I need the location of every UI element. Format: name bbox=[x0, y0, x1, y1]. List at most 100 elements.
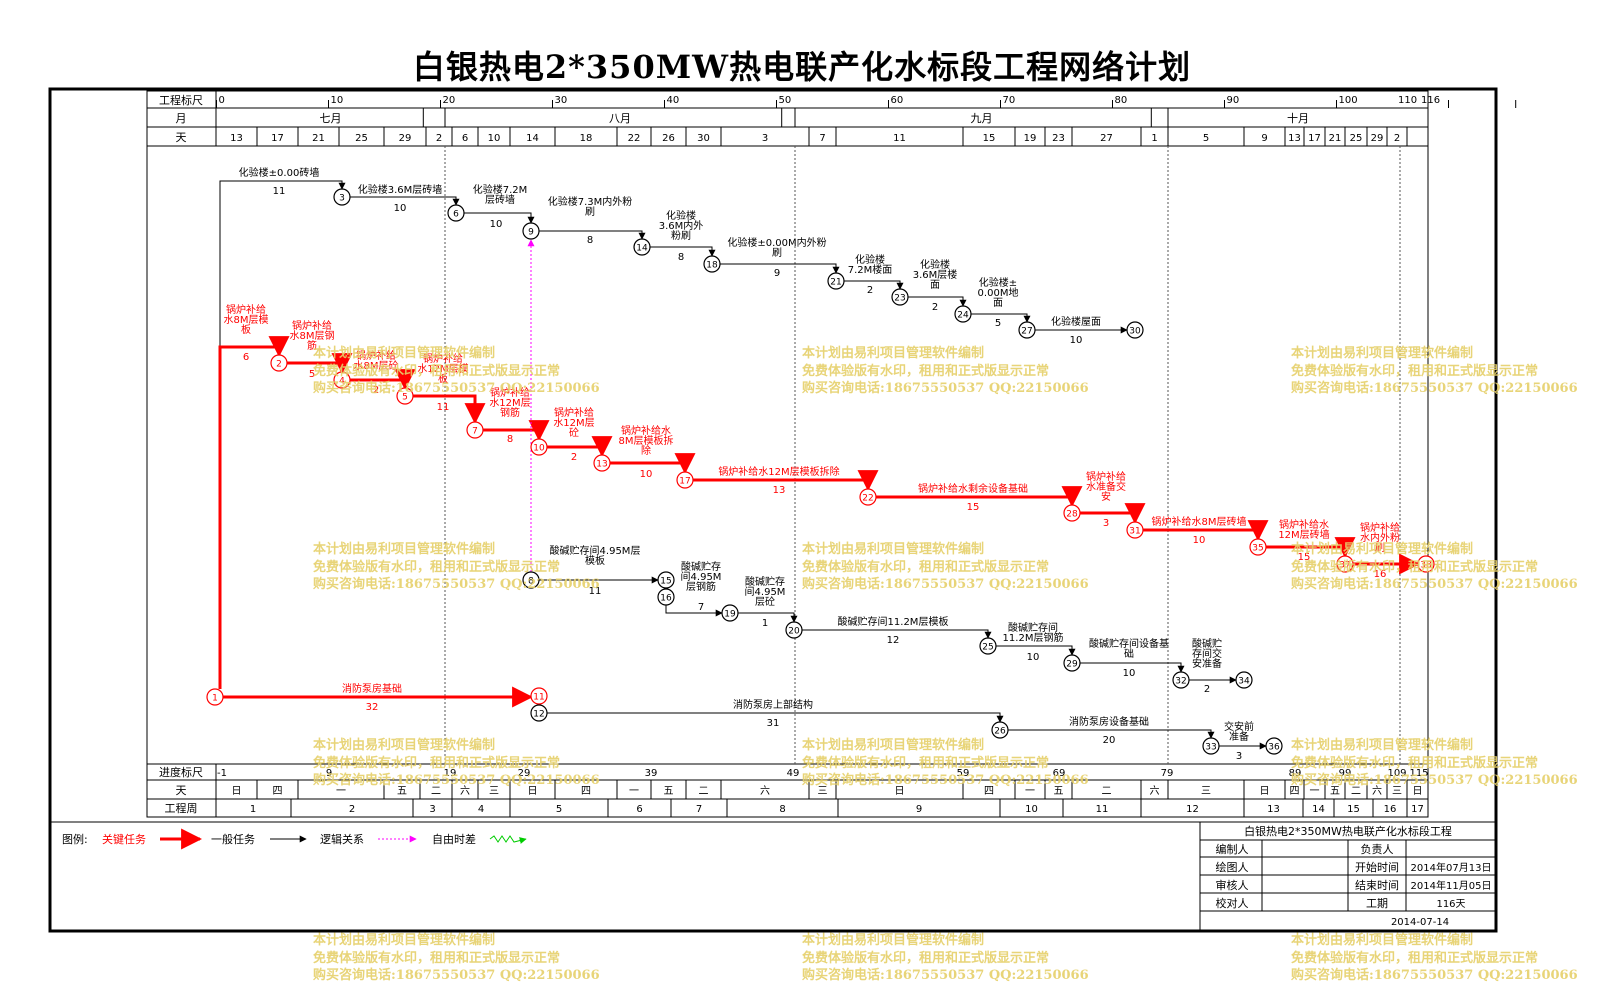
task-arrow bbox=[218, 336, 290, 689]
task-label: 水8M层模 bbox=[224, 314, 269, 326]
network-node: 24 bbox=[954, 305, 972, 323]
network-node: 7 bbox=[466, 421, 484, 439]
task-duration: 11 bbox=[589, 586, 602, 597]
day-number: 22 bbox=[628, 133, 641, 144]
task-label: 酸碱贮 bbox=[1192, 637, 1222, 650]
legend-title: 图例: bbox=[62, 832, 88, 846]
day-number: 18 bbox=[580, 133, 593, 144]
titleblock-drawer-label: 绘图人 bbox=[1216, 860, 1249, 874]
task-label: 间4.95M bbox=[745, 585, 786, 598]
node-number: 30 bbox=[1129, 327, 1141, 337]
task-arrow bbox=[350, 196, 460, 206]
weekday-cell: 一 bbox=[629, 786, 639, 797]
scale-tick: 0 bbox=[219, 95, 225, 106]
task-arrow bbox=[1266, 537, 1356, 559]
node-circle bbox=[447, 204, 465, 222]
weekday-cell: 五 bbox=[397, 786, 407, 797]
week-cell: 10 bbox=[1025, 804, 1038, 815]
network-node: 14 bbox=[633, 238, 651, 256]
titleblock-start-label: 开始时间 bbox=[1355, 860, 1399, 874]
task-label: 面 bbox=[930, 280, 940, 291]
weekday-cell: 三 bbox=[818, 786, 828, 797]
node-number: 22 bbox=[862, 494, 873, 504]
task-label: 化验楼± bbox=[979, 276, 1017, 289]
progress-tick: 19 bbox=[444, 768, 457, 779]
network-node: 25 bbox=[979, 637, 997, 655]
weekday-cell: 六 bbox=[460, 785, 470, 797]
scale-tick: 110 bbox=[1398, 95, 1417, 106]
task-label: 板 bbox=[438, 372, 448, 385]
scale-tick: 116 bbox=[1421, 95, 1440, 106]
task-label: 刷 bbox=[1375, 542, 1385, 554]
task-arrow bbox=[350, 369, 416, 391]
week-cell: 9 bbox=[916, 804, 922, 815]
node-number: 12 bbox=[533, 710, 544, 720]
node-number: 38 bbox=[1420, 561, 1432, 571]
network-node: 5 bbox=[396, 387, 414, 405]
node-number: 31 bbox=[1129, 527, 1140, 537]
weekday-cell: 三 bbox=[489, 786, 499, 797]
task-duration: 31 bbox=[767, 718, 780, 729]
scale-tick: 90 bbox=[1227, 95, 1240, 106]
task-duration: 15 bbox=[967, 502, 980, 513]
task-label: 7.2M楼面 bbox=[848, 263, 893, 276]
day-number: 15 bbox=[983, 133, 996, 144]
day-number: 7 bbox=[819, 133, 825, 144]
weekday-cell: 一 bbox=[336, 786, 346, 797]
titleblock-period-value: 116天 bbox=[1436, 899, 1465, 910]
task-duration: 9 bbox=[774, 268, 780, 279]
network-node: 32 bbox=[1172, 671, 1190, 689]
titleblock-period-label: 工期 bbox=[1366, 897, 1388, 910]
task-label: 化验楼 bbox=[855, 253, 885, 266]
scale-tick: 100 bbox=[1339, 95, 1358, 106]
task-arrow bbox=[413, 394, 486, 425]
node-circle bbox=[979, 637, 997, 655]
progress-tick: 39 bbox=[645, 768, 658, 779]
task-arrow bbox=[650, 246, 716, 257]
node-circle bbox=[991, 721, 1009, 739]
weekday-cell: 三 bbox=[1392, 786, 1402, 797]
progress-tick: 59 bbox=[957, 768, 970, 779]
task-label: 间4.95M bbox=[681, 570, 722, 583]
day-number: 3 bbox=[762, 133, 768, 144]
node-number: 6 bbox=[453, 210, 459, 220]
day-number: 19 bbox=[1024, 133, 1037, 144]
day-number: 2 bbox=[436, 133, 442, 144]
task-label: 化验楼±0.00M内外粉 bbox=[727, 236, 826, 249]
day-number: 27 bbox=[1100, 133, 1113, 144]
titleblock-reviewer-label: 审核人 bbox=[1216, 878, 1249, 892]
legend-float-line bbox=[489, 835, 527, 844]
node-circle bbox=[522, 222, 540, 240]
weekday-cell: 六 bbox=[760, 785, 770, 797]
weekday-cell: 三 bbox=[1201, 786, 1211, 797]
task-duration: 7 bbox=[698, 602, 704, 613]
task-label: 层钢筋 bbox=[686, 580, 716, 593]
task-arrow bbox=[547, 436, 613, 458]
task-label: 除 bbox=[641, 444, 651, 457]
task-duration: 11 bbox=[273, 186, 286, 197]
network-node: 17 bbox=[676, 471, 694, 489]
week-cell: 17 bbox=[1411, 804, 1424, 815]
task-arrow bbox=[483, 420, 550, 442]
task-duration: 10 bbox=[640, 469, 653, 480]
task-label: 3.6M层楼 bbox=[913, 268, 958, 281]
weekday-cell: 一 bbox=[1310, 786, 1320, 797]
task-duration: 16 bbox=[1374, 569, 1387, 580]
node-number: 5 bbox=[402, 393, 408, 403]
network-node: 22 bbox=[859, 488, 877, 506]
task-label: 粉刷 bbox=[671, 229, 691, 242]
task-label: 锅炉补给 bbox=[490, 386, 530, 399]
node-number: 23 bbox=[894, 294, 905, 304]
node-circle bbox=[1235, 671, 1253, 689]
task-label: 锅炉补给 bbox=[356, 349, 396, 362]
task-label: 化验楼7.2M bbox=[473, 183, 528, 196]
node-number: 3 bbox=[339, 194, 345, 204]
node-number: 19 bbox=[724, 610, 736, 620]
node-number: 11 bbox=[533, 693, 544, 703]
network-node: 33 bbox=[1202, 737, 1220, 755]
week-cell: 4 bbox=[478, 804, 484, 815]
weekday-cell: 日 bbox=[1413, 786, 1423, 797]
node-number: 17 bbox=[679, 477, 690, 487]
network-node: 36 bbox=[1265, 737, 1283, 755]
day-number: 6 bbox=[462, 133, 468, 144]
